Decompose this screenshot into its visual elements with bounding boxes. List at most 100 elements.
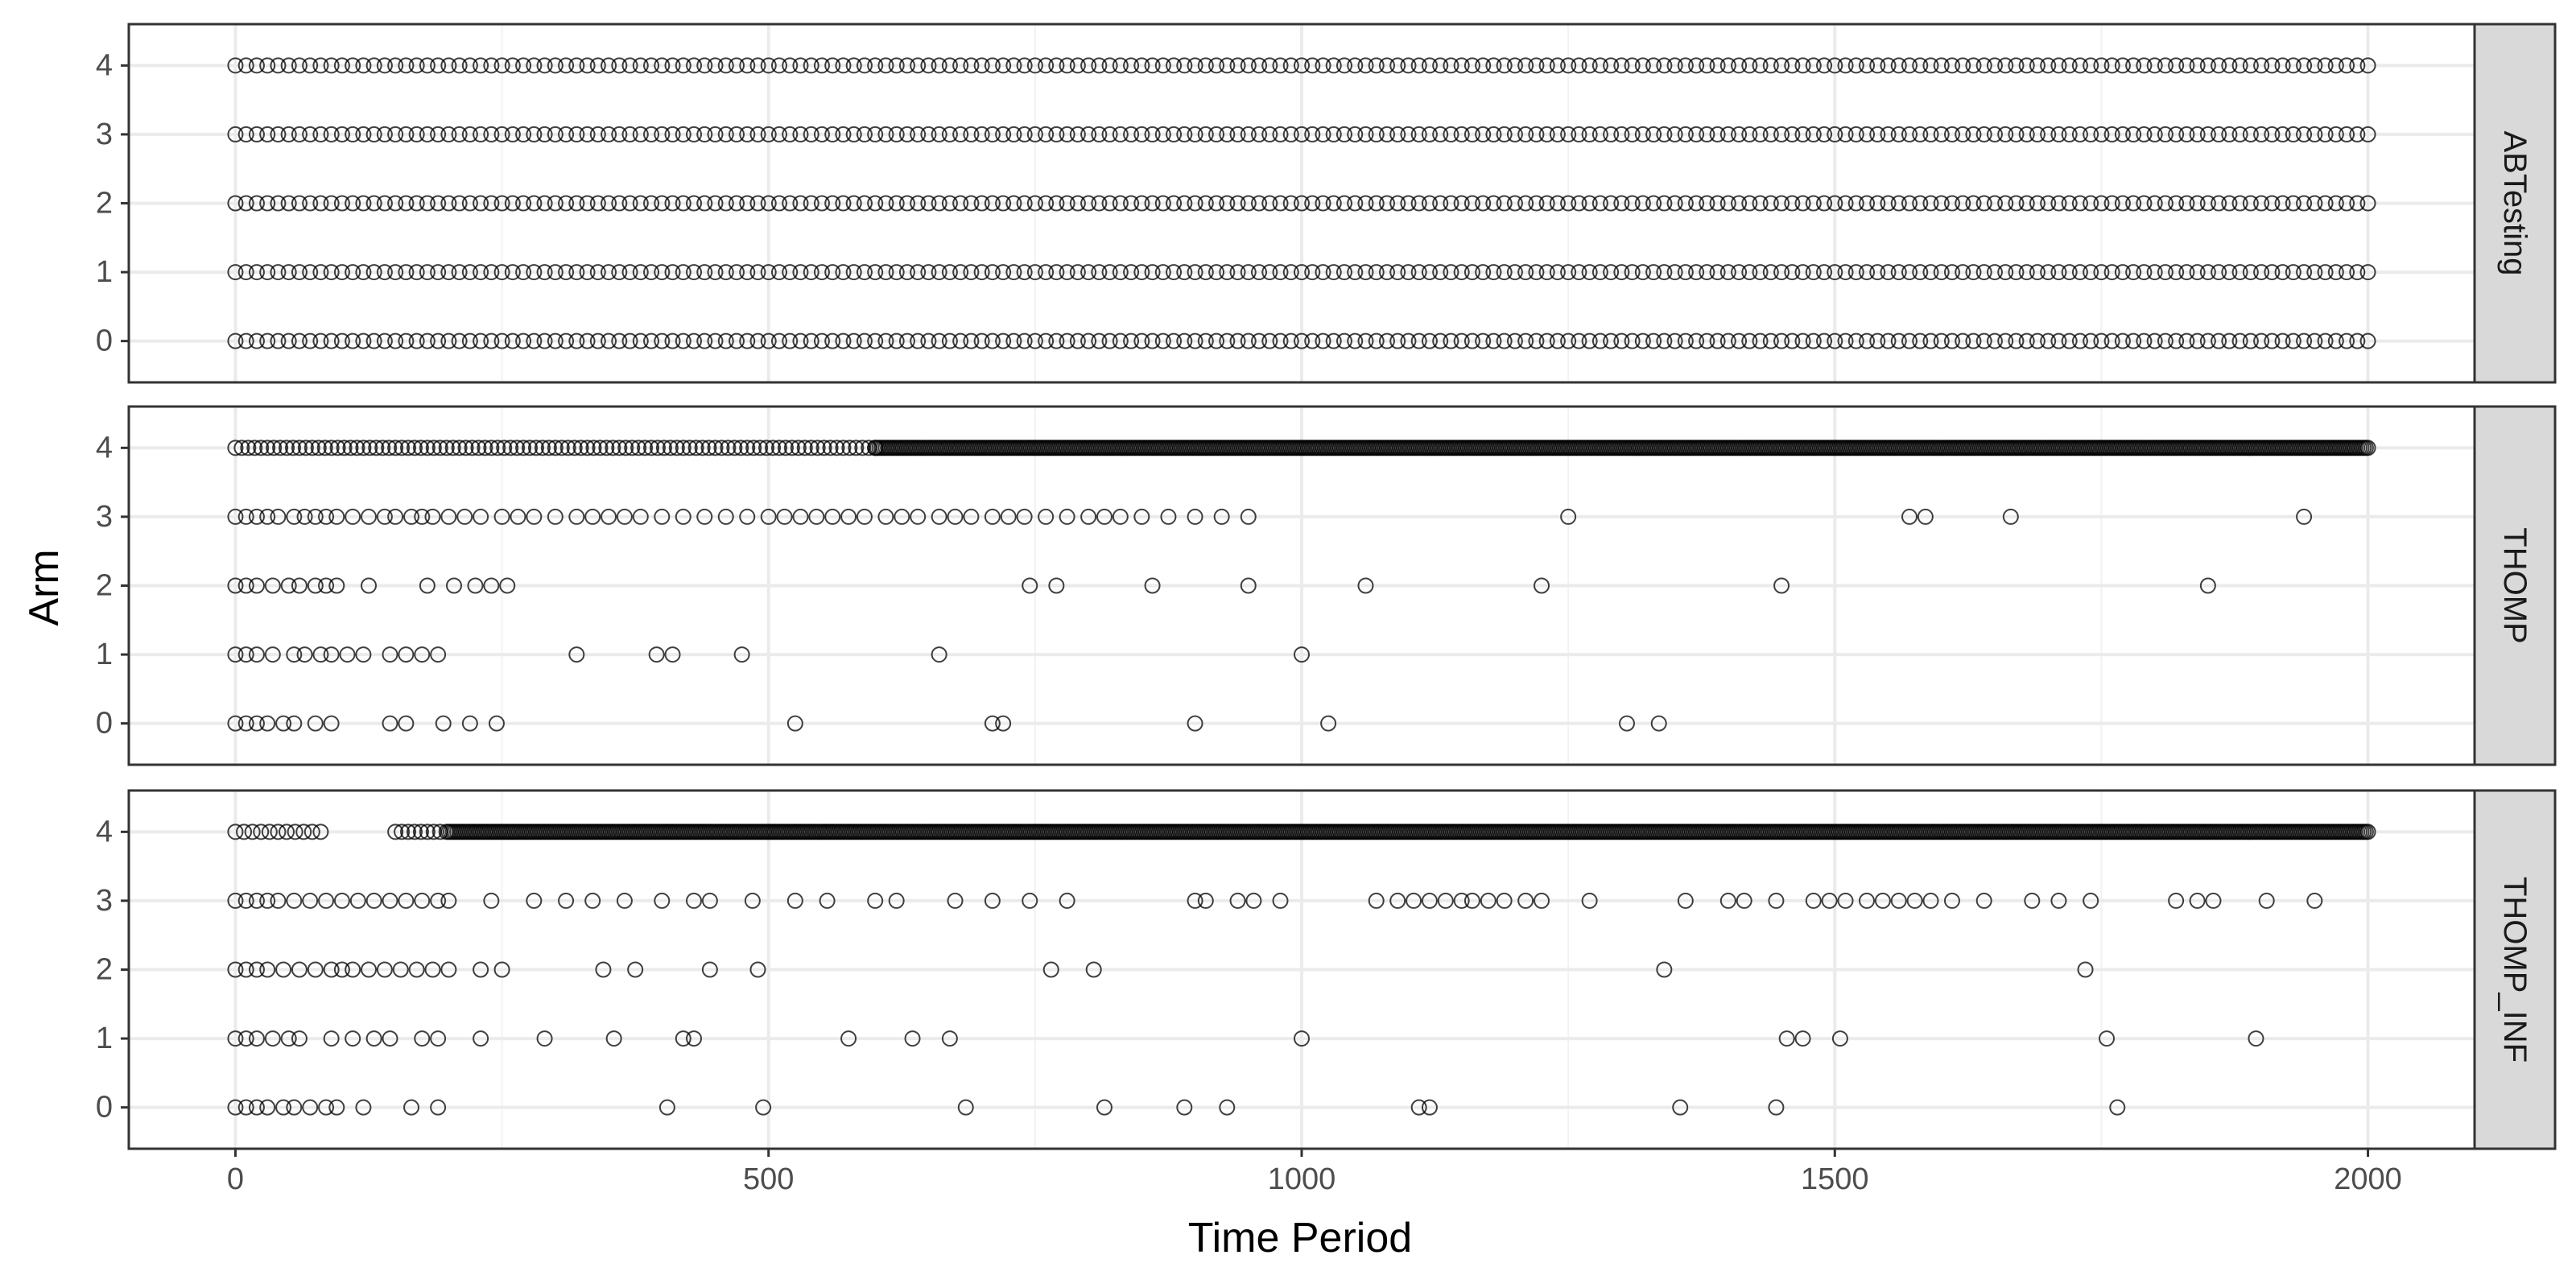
data-point (248, 508, 265, 525)
data-point (813, 195, 830, 212)
data-point (261, 824, 278, 840)
data-point (1187, 332, 1203, 349)
data-point (2093, 195, 2110, 212)
data-point (984, 195, 1001, 212)
data-point (345, 332, 361, 349)
data-point (1208, 126, 1225, 142)
data-point (1496, 57, 1513, 74)
data-point (1294, 1030, 1310, 1047)
data-point (1794, 264, 1811, 281)
data-point (1528, 332, 1545, 349)
data-point (2146, 57, 2163, 74)
data-point (279, 824, 295, 840)
data-point (280, 264, 297, 281)
data-point (312, 57, 329, 74)
data-point (1603, 126, 1620, 142)
data-point (707, 57, 724, 74)
data-point (2359, 264, 2376, 281)
data-point (408, 126, 425, 142)
data-point (2221, 57, 2238, 74)
data-point (248, 715, 265, 732)
data-point (1085, 961, 1102, 978)
data-point (1219, 57, 1236, 74)
data-point (1133, 264, 1150, 281)
data-point (584, 892, 601, 909)
data-point (643, 195, 660, 212)
data-point (1208, 57, 1225, 74)
data-point (483, 577, 500, 594)
data-point (782, 332, 799, 349)
data-point (601, 195, 617, 212)
data-point (755, 1099, 772, 1116)
data-point (1069, 264, 1086, 281)
data-point (931, 57, 947, 74)
data-point (995, 264, 1012, 281)
data-point (2178, 332, 2195, 349)
data-point (1176, 57, 1193, 74)
data-point (1816, 195, 1833, 212)
data-point (1677, 264, 1694, 281)
data-point (296, 646, 313, 663)
data-point (1955, 57, 1971, 74)
data-point (824, 332, 841, 349)
data-point (1912, 126, 1929, 142)
data-point (1133, 57, 1150, 74)
data-point (1347, 264, 1364, 281)
data-point (237, 332, 254, 349)
data-point (1463, 892, 1480, 909)
data-point (2231, 126, 2248, 142)
data-point (2285, 126, 2301, 142)
data-point (1538, 126, 1555, 142)
data-point (307, 715, 324, 732)
data-point (2258, 892, 2275, 909)
data-point (1080, 332, 1097, 349)
data-point (376, 195, 393, 212)
data-point (598, 440, 615, 456)
data-point (760, 332, 777, 349)
data-point (1240, 332, 1257, 349)
data-point (2061, 195, 2078, 212)
data-point (1453, 332, 1470, 349)
data-point (1059, 508, 1075, 525)
data-point (1443, 195, 1459, 212)
data-point (461, 57, 478, 74)
data-point (941, 332, 958, 349)
data-point (2327, 264, 2344, 281)
data-point (547, 126, 564, 142)
data-point (425, 440, 442, 456)
data-point (2050, 892, 2067, 909)
data-point (323, 440, 340, 456)
data-point (589, 57, 606, 74)
data-point (1315, 57, 1331, 74)
data-point (1890, 892, 1907, 909)
data-point (1154, 264, 1171, 281)
data-point (1378, 126, 1395, 142)
data-point (406, 440, 423, 456)
data-point (430, 195, 447, 212)
data-point (1613, 195, 1630, 212)
data-point (1517, 57, 1534, 74)
data-point (470, 440, 487, 456)
data-point (368, 440, 385, 456)
data-point (2339, 195, 2355, 212)
data-point (345, 508, 361, 525)
data-point (819, 892, 836, 909)
data-point (333, 961, 350, 978)
data-point (568, 195, 585, 212)
data-point (1463, 195, 1480, 212)
data-point (1591, 57, 1608, 74)
data-point (387, 264, 404, 281)
data-point (1123, 332, 1140, 349)
data-point (941, 195, 958, 212)
data-point (1187, 892, 1203, 909)
data-point (522, 440, 539, 456)
data-point (770, 440, 787, 456)
y-tick-label: 0 (96, 1091, 113, 1125)
data-point (2029, 57, 2046, 74)
data-point (1389, 57, 1406, 74)
data-point (1688, 264, 1705, 281)
data-point (595, 961, 612, 978)
data-point (568, 508, 585, 525)
data-point (1773, 126, 1790, 142)
data-point (307, 961, 324, 978)
